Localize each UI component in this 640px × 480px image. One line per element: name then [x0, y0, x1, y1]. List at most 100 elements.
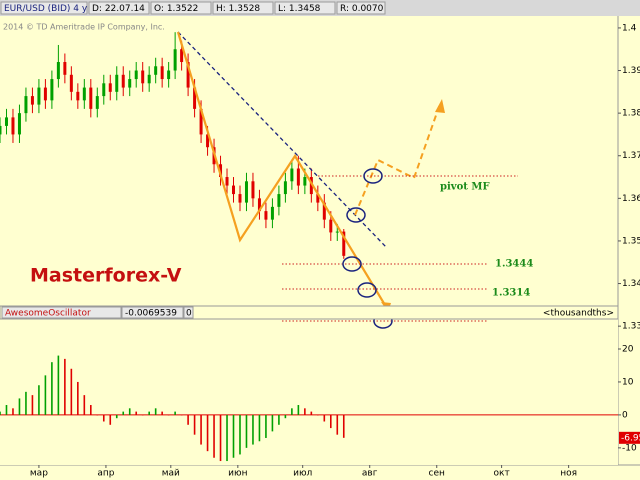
candle-body [167, 70, 171, 80]
header-field: EUR/USD (BID) 4 y D [4, 4, 97, 14]
ao-bar [77, 381, 79, 415]
x-tick-label: мар [30, 469, 48, 479]
candle-body [4, 117, 8, 126]
candle-body [303, 177, 307, 186]
candle-body [329, 219, 333, 233]
x-tick-label: окт [494, 469, 510, 479]
ao-bar [206, 414, 209, 452]
ao-bar [342, 414, 345, 438]
candle-body [0, 125, 2, 135]
candle-body [232, 185, 236, 195]
header-field: R: 0.0070 [340, 4, 384, 14]
candle-body [134, 70, 138, 80]
candle-body [147, 74, 151, 84]
candle-body [342, 231, 346, 256]
ao-bar [96, 414, 99, 416]
ao-bar [122, 411, 125, 415]
candle-body [141, 70, 145, 84]
y-tick-label: 1.33 [622, 322, 640, 332]
ao-bar [239, 414, 241, 455]
header-box [150, 1, 212, 15]
ao-bar [180, 414, 183, 416]
ao-bar [193, 414, 196, 435]
ao-bar [232, 414, 235, 458]
candle-body [283, 181, 287, 195]
circle-marker [346, 207, 366, 223]
header-field: O: 1.3522 [154, 4, 198, 14]
candle-body [95, 96, 99, 109]
indicator-bg [0, 319, 618, 465]
ao-bar [258, 414, 261, 442]
ao-bar [323, 414, 326, 422]
ao-bar [291, 408, 293, 415]
circle-marker [342, 256, 362, 272]
candle-body [128, 79, 132, 88]
ao-bar [154, 408, 157, 415]
ao-bar [310, 411, 313, 415]
candle-body [193, 87, 197, 109]
trend-line [177, 31, 388, 249]
indicator-value-box [121, 306, 184, 319]
x-tick-label: июн [228, 469, 247, 479]
ao-bar [297, 405, 300, 415]
y-tick-label: 1.4 [622, 23, 637, 33]
wave-line [176, 31, 389, 311]
candle-body [290, 168, 294, 182]
current-value-box [619, 431, 640, 444]
candle-body [238, 194, 242, 203]
ao-bar [102, 414, 105, 422]
ao-bar [245, 414, 248, 448]
ao-bar [115, 414, 118, 419]
ao-bar [174, 411, 176, 415]
indicator-zero-box [183, 306, 194, 319]
candle-body [89, 87, 93, 109]
y-tick-label: 20 [622, 344, 634, 354]
candle-body [219, 164, 223, 178]
header-box [336, 1, 386, 15]
header-field: L: 1.3458 [278, 4, 321, 14]
annotations: pivot MF 1.3444 1.3314 Masterforex-V 201… [3, 23, 533, 329]
indicator-name: AwesomeOscillator [5, 309, 91, 319]
candle-body [30, 96, 34, 105]
ao-bar [83, 395, 86, 415]
x-tick-label: апр [97, 469, 114, 479]
ao-bar [31, 395, 34, 415]
candle-body [225, 177, 229, 186]
ao-bar [329, 414, 332, 429]
ao-bar [5, 405, 8, 415]
x-tick-label: авг [362, 469, 378, 479]
level-label: 1.3314 [492, 288, 530, 299]
header-field: D: 22.07.14 [92, 4, 145, 14]
candle-body [244, 181, 248, 203]
ao-bar [252, 414, 254, 445]
ao-bar [336, 414, 339, 435]
current-value-label: -6.95 [621, 433, 640, 443]
ao-bar [70, 368, 73, 415]
ao-bar [200, 414, 202, 445]
ao-bar [90, 405, 92, 415]
ao-bar [167, 414, 170, 416]
candle-body [335, 231, 339, 233]
indicator-name-box [1, 306, 122, 319]
candle-body [43, 87, 47, 101]
ao-bar [284, 414, 287, 419]
candle-body [69, 74, 73, 92]
ao-bar [0, 411, 1, 415]
y-tick-label: 0 [622, 410, 628, 420]
x-tick-label: сен [429, 469, 445, 479]
candle-body [154, 66, 158, 75]
candle-body [56, 62, 60, 80]
ao-bar [187, 414, 189, 425]
ao-bar [271, 414, 274, 432]
ao-bar [38, 385, 40, 415]
ao-bar [141, 414, 144, 416]
ao-bar [51, 362, 53, 415]
header-box [274, 1, 336, 15]
ao-bar [148, 411, 150, 415]
candle-body [180, 49, 184, 63]
x-tick-label: май [162, 469, 180, 479]
candle-body [76, 91, 80, 101]
candle-body [115, 74, 119, 92]
